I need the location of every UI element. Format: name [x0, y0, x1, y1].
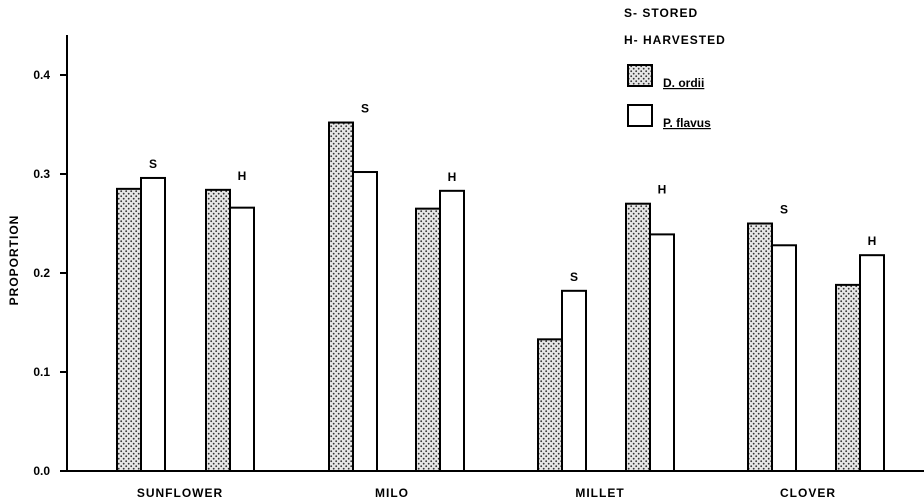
y-ticks: 0.0 0.1 0.2 0.3 0.4	[33, 68, 67, 478]
bars	[116, 121, 885, 473]
category-labels: SUNFLOWER MILO MILLET CLOVER	[137, 486, 836, 500]
bar-milo-h-p-flavus	[439, 189, 465, 473]
bar-millet-s-d-ordii	[537, 338, 563, 472]
bar-group-label: S	[570, 270, 578, 284]
category-label-milo: MILO	[375, 486, 409, 500]
bar-labels: S H S H S H S H	[149, 102, 876, 284]
y-tick-label: 0.3	[33, 167, 50, 181]
y-tick-label: 0.0	[33, 464, 50, 478]
legend-label-d-ordii: D. ordii	[663, 76, 704, 90]
bar-clover-s-d-ordii	[747, 222, 773, 472]
legend-code-stored: S- STORED	[624, 6, 698, 20]
bar-group-label: S	[361, 102, 369, 116]
bar-millet-s-p-flavus	[561, 289, 587, 472]
bar-group-label: S	[149, 157, 157, 171]
bar-group-label: H	[868, 234, 877, 248]
legend-swatch-d-ordii	[627, 64, 653, 87]
bar-sunflower-s-d-ordii	[116, 187, 142, 472]
legend: S- STORED H- HARVESTED D. ordii P. flavu…	[624, 6, 726, 130]
bar-millet-h-p-flavus	[649, 233, 675, 472]
bar-sunflower-h-d-ordii	[205, 188, 231, 472]
bar-group-label: H	[658, 183, 667, 197]
y-tick-label: 0.2	[33, 266, 50, 280]
legend-label-p-flavus: P. flavus	[663, 116, 711, 130]
bar-group-label: S	[780, 203, 788, 217]
bar-sunflower-s-p-flavus	[140, 176, 166, 473]
y-tick-label: 0.4	[33, 68, 50, 82]
category-label-sunflower: SUNFLOWER	[137, 486, 223, 500]
bar-sunflower-h-p-flavus	[229, 206, 255, 472]
bar-millet-h-d-ordii	[625, 202, 651, 472]
bar-clover-h-p-flavus	[859, 254, 885, 472]
category-label-clover: CLOVER	[780, 486, 836, 500]
bar-group-label: H	[238, 169, 247, 183]
bar-clover-h-d-ordii	[835, 283, 861, 472]
y-axis-label: PROPORTION	[7, 215, 21, 306]
legend-code-harvested: H- HARVESTED	[624, 33, 726, 47]
bar-milo-s-d-ordii	[328, 121, 354, 473]
category-label-millet: MILLET	[575, 486, 624, 500]
bar-milo-s-p-flavus	[352, 171, 378, 473]
bar-milo-h-d-ordii	[415, 207, 441, 472]
bar-clover-s-p-flavus	[771, 244, 797, 472]
y-tick-label: 0.1	[33, 365, 50, 379]
legend-swatch-p-flavus	[627, 104, 653, 127]
bar-group-label: H	[448, 170, 457, 184]
